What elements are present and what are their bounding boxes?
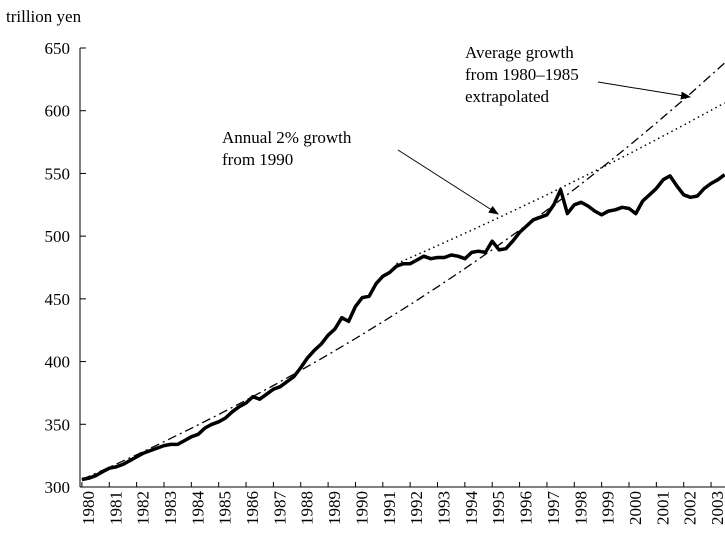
x-tick-label: 1994	[462, 491, 481, 526]
y-tick-label: 350	[45, 415, 71, 434]
x-tick-label: 1984	[188, 491, 207, 526]
x-tick-label: 1988	[298, 491, 317, 525]
x-tick-label: 1992	[407, 491, 426, 525]
annotation-arrow	[597, 81, 691, 100]
x-tick-label: 2001	[653, 491, 672, 525]
y-tick-label: 600	[45, 102, 71, 121]
y-axis-label: trillion yen	[6, 7, 82, 26]
x-tick-label: 1985	[216, 491, 235, 525]
x-tick-label: 1980	[79, 491, 98, 525]
y-tick-label: 400	[45, 353, 71, 372]
y-tick-label: 300	[45, 478, 71, 497]
annotation: from 1980–1985	[465, 65, 579, 84]
x-tick-label: 1982	[134, 491, 153, 525]
x-tick-label: 1998	[571, 491, 590, 525]
annotation: extrapolated	[465, 87, 550, 106]
y-tick-label: 550	[45, 164, 71, 183]
annotation: Annual 2% growth	[222, 128, 352, 147]
y-tick-label: 500	[45, 227, 71, 246]
annotation: from 1990	[222, 150, 293, 169]
x-tick-label: 1997	[544, 491, 563, 526]
x-tick-label: 1991	[380, 491, 399, 525]
x-tick-label: 2000	[626, 491, 645, 525]
x-tick-label: 2002	[681, 491, 700, 525]
x-tick-label: 1999	[599, 491, 618, 525]
annotation: Average growth	[465, 43, 574, 62]
x-tick-label: 1983	[161, 491, 180, 525]
annotation-arrow	[397, 149, 499, 215]
y-tick-label: 650	[45, 39, 71, 58]
y-tick-label: 450	[45, 290, 71, 309]
series-line	[81, 62, 725, 481]
x-tick-label: 1981	[106, 491, 125, 525]
x-tick-label: 1986	[243, 491, 262, 525]
x-tick-label: 1995	[489, 491, 508, 525]
series-line	[81, 173, 725, 482]
x-tick-label: 1987	[270, 491, 289, 526]
x-tick-label: 1989	[325, 491, 344, 525]
x-tick-label: 1996	[517, 491, 536, 525]
x-tick-label: 1993	[435, 491, 454, 525]
x-tick-label: 2003	[708, 491, 725, 525]
x-tick-label: 1990	[352, 491, 371, 525]
